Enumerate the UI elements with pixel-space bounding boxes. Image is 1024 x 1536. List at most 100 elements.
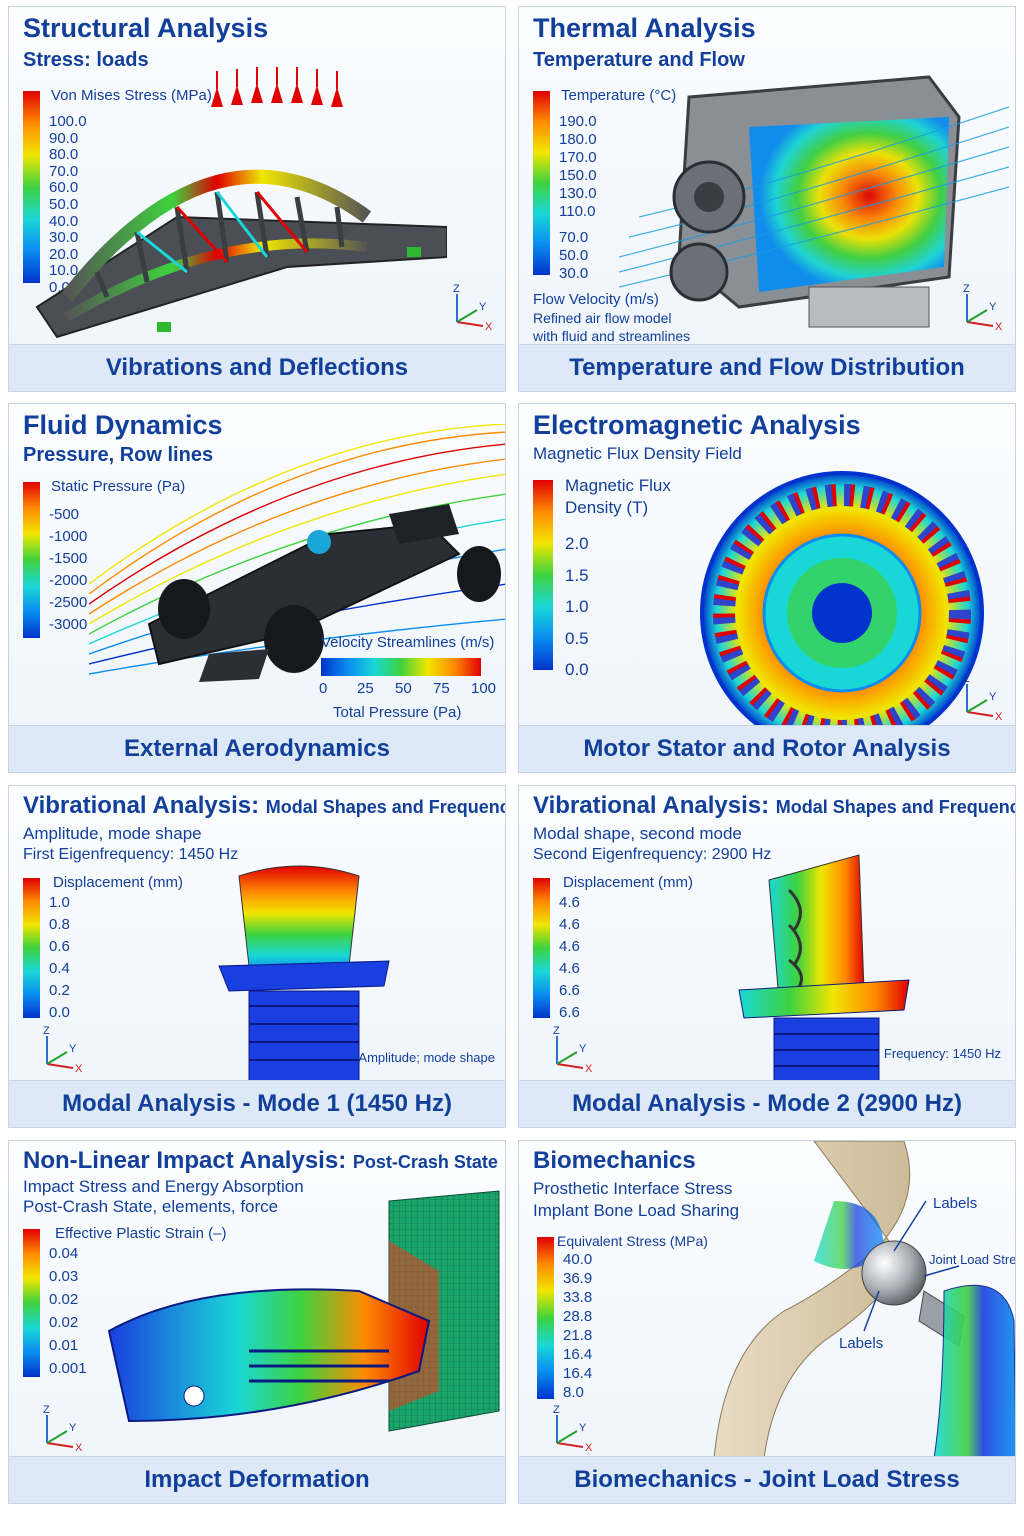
legend-tick: 100.0	[49, 113, 87, 130]
axis-triad-icon: Z YX	[453, 283, 493, 332]
svg-text:Z: Z	[963, 283, 970, 295]
h-legend-tick: 25	[357, 680, 374, 697]
legend-tick: -3000	[49, 616, 88, 633]
panel-footer: Motor Stator and Rotor Analysis	[519, 725, 1015, 772]
svg-text:X: X	[995, 711, 1003, 722]
legend-title: Von Mises Stress (MPa)	[51, 87, 212, 104]
panel-modal-analysis-mode-2: Vibrational Analysis: Modal Shapes and F…	[518, 785, 1016, 1128]
panel-subtitle-2: Post-Crash State, elements, force	[23, 1197, 279, 1216]
title-main: Vibrational Analysis:	[533, 792, 770, 819]
legend-tick: 0.0	[49, 1004, 70, 1021]
panel-footer: Biomechanics - Joint Load Stress	[519, 1456, 1015, 1503]
legend-tick: 0.02	[49, 1291, 79, 1308]
legend-title: Displacement (mm)	[53, 874, 184, 891]
legend-velocity-streamlines: Velocity Streamlines (m/s) 0 25 50 75 100 To…	[317, 634, 505, 734]
legend-tick: 4.6	[559, 938, 580, 955]
legend-tick: 190.0	[559, 113, 597, 130]
svg-text:X: X	[585, 1063, 593, 1074]
svg-text:Z: Z	[553, 1025, 560, 1037]
legend-tick: 80.0	[49, 146, 79, 164]
panel-subtitle: Stress: loads	[23, 49, 149, 71]
h-legend-tick: 50	[395, 680, 412, 697]
h-legend-colorbar	[321, 658, 481, 676]
legend-tick: -2500	[49, 594, 88, 611]
race-car-icon	[89, 424, 505, 682]
legend-tick: 10.0	[49, 262, 79, 280]
legend-colorbar	[533, 91, 550, 275]
panel-impact-deformation: Non-Linear Impact Analysis: Post-Crash S…	[8, 1140, 506, 1504]
svg-text:Y: Y	[579, 1043, 587, 1055]
legend-tick: -1000	[49, 528, 88, 545]
legend-temperature: Temperature (°C) 190.0 180.0 170.0 150.0 130…	[533, 87, 733, 287]
panel-footer: Modal Analysis - Mode 2 (2900 Hz)	[519, 1080, 1015, 1127]
legend-tick: 0.2	[49, 982, 70, 999]
panel-subtitle-2: Second Eigenfrequency: 2900 Hz	[533, 846, 772, 863]
panel-subtitle: Impact Stress and Energy Absorption	[23, 1177, 304, 1196]
svg-text:Y: Y	[579, 1422, 587, 1434]
legend-tick: 70.0	[559, 229, 589, 246]
legend-tick: 50.0	[559, 247, 589, 264]
flow-velocity-note: Flow Velocity (m/s) Refined air flow mod…	[533, 291, 690, 345]
panel-footer: Temperature and Flow Distribution	[519, 344, 1015, 391]
legend-colorbar	[23, 878, 40, 1018]
legend-title: Equivalent Stress (MPa)	[557, 1233, 708, 1249]
legend-tick: 4.6	[559, 894, 580, 911]
title-main: Vibrational Analysis:	[23, 792, 260, 819]
legend-tick: 0.04	[49, 1245, 79, 1262]
annotation-label-1: Labels	[933, 1195, 978, 1212]
h-legend-tick: 100	[471, 680, 497, 697]
panel-electromagnetic-analysis: Electromagnetic Analysis Magnetic Flux D…	[518, 403, 1016, 773]
legend-tick: 4.6	[559, 916, 580, 933]
caption: Amplitude; mode shape	[358, 1050, 495, 1065]
legend-colorbar	[23, 91, 40, 283]
axis-triad-icon: Z YX	[963, 673, 1003, 722]
svg-text:Z: Z	[553, 1404, 560, 1416]
legend-tick: 2.0	[565, 534, 589, 553]
legend-tick: 0.03	[49, 1268, 79, 1285]
legend-colorbar	[537, 1237, 554, 1399]
legend-title: Effective Plastic Strain (–)	[55, 1225, 227, 1242]
annotation-label-2: Joint Load Stre	[929, 1252, 1016, 1267]
legend-colorbar	[23, 482, 40, 638]
legend-displacement: Displacement (mm) 4.6 4.6 4.6 4.6 6.6 6.6	[533, 874, 733, 1024]
legend-tick: 70.0	[49, 162, 79, 180]
legend-tick: 0.8	[49, 916, 70, 933]
panel-subtitle-2: First Eigenfrequency: 1450 Hz	[23, 846, 239, 863]
h-legend-tick: 0	[319, 680, 328, 697]
axis-triad-icon: Z YX	[43, 1404, 83, 1453]
svg-text:Y: Y	[479, 301, 487, 313]
panel-subtitle: Temperature and Flow	[533, 49, 745, 71]
panel-biomechanics: Biomechanics Prosthetic Interface Stress…	[518, 1140, 1016, 1504]
legend-tick: -500	[49, 506, 80, 523]
caption: Frequency: 1450 Hz	[883, 1046, 1001, 1061]
panel-title: Vibrational Analysis: Modal Shapes and F…	[23, 792, 505, 820]
legend-title-line-1: Magnetic Flux	[565, 476, 671, 495]
legend-title-line-2: Density (T)	[565, 498, 649, 517]
legend-colorbar	[533, 878, 550, 1018]
panel-fluid-dynamics: Fluid Dynamics Pressure, Row lines Stati…	[8, 403, 506, 773]
h-legend-tick: 75	[433, 680, 450, 697]
panel-subtitle: Amplitude, mode shape	[23, 824, 202, 843]
axis-triad-icon: Z YX	[963, 283, 1003, 332]
hip-implant-icon	[713, 1141, 1015, 1459]
motor-stator-icon	[700, 471, 984, 755]
title-inline: Modal Shapes and Frequencies	[265, 797, 505, 817]
panel-footer: Modal Analysis - Mode 1 (1450 Hz)	[9, 1080, 505, 1127]
panel-modal-analysis-mode-1: Vibrational Analysis: Modal Shapes and F…	[8, 785, 506, 1128]
legend-tick: 60.0	[49, 179, 79, 197]
svg-text:X: X	[485, 321, 493, 332]
car-bumper-icon	[107, 1190, 500, 1432]
svg-text:Y: Y	[989, 691, 997, 703]
legend-tick: 0.4	[49, 960, 70, 977]
legend-tick: 28.8	[563, 1308, 593, 1325]
legend-tick: 16.4	[563, 1346, 593, 1363]
note-line-3: with fluid and streamlines	[533, 328, 691, 344]
legend-tick: 8.0	[563, 1384, 584, 1401]
svg-text:Y: Y	[989, 301, 997, 313]
legend-tick: 40.0	[49, 212, 79, 230]
turbine-blade-icon	[218, 865, 390, 1082]
legend-tick: -2000	[49, 572, 88, 589]
title-main: Non-Linear Impact Analysis:	[23, 1147, 347, 1174]
svg-text:Z: Z	[43, 1404, 50, 1416]
legend-tick: 6.6	[559, 1004, 580, 1021]
